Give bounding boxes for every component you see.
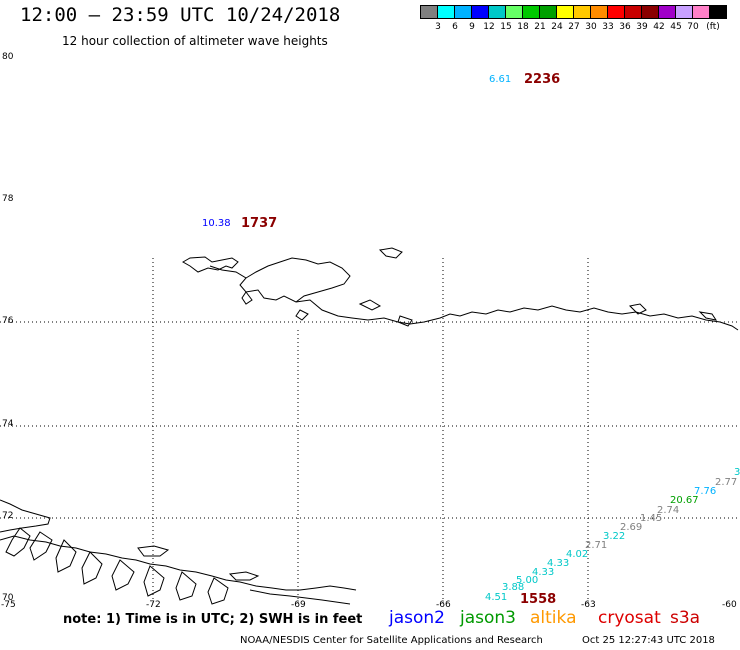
lat-label: 74 (2, 419, 14, 429)
lat-label: 80 (2, 52, 14, 62)
legend-swatch (420, 5, 438, 19)
swh-label: 4.51 (485, 592, 508, 603)
lon-label: -60 (722, 600, 737, 610)
legend-label: 39 (636, 22, 648, 32)
legend-label: 27 (568, 22, 580, 32)
legend-label: 12 (483, 22, 495, 32)
lat-label: 78 (2, 194, 14, 204)
legend-label: 42 (653, 22, 665, 32)
swh-label: 5.00 (516, 575, 539, 586)
map-annotation: 1558 (520, 592, 557, 607)
legend-swatch (471, 5, 489, 19)
legend-swatch (675, 5, 693, 19)
legend-swatch (590, 5, 608, 19)
legend-label: 33 (602, 22, 614, 32)
map-title: 12:00 — 23:59 UTC 10/24/2018 (20, 4, 341, 26)
swh-label: 1.45 (640, 513, 663, 524)
legend-label: 70 (687, 22, 699, 32)
legend-label: 18 (517, 22, 529, 32)
map-annotation: 10.38 (202, 218, 231, 229)
legend-swatch (658, 5, 676, 19)
legend-swatch (709, 5, 727, 19)
swh-label: 4.33 (547, 558, 570, 569)
legend-swatch (488, 5, 506, 19)
legend-label: (ft) (706, 22, 720, 32)
legend-label: 3 (435, 22, 441, 32)
swh-label: 3 (734, 467, 740, 478)
legend-swatch (607, 5, 625, 19)
satellite-name: s3a (670, 608, 701, 628)
map-subtitle: 12 hour collection of altimeter wave hei… (62, 34, 328, 48)
swh-label: 3.88 (502, 582, 525, 593)
swh-label: 20.67 (670, 495, 699, 506)
footer-timestamp: Oct 25 12:27:43 UTC 2018 (582, 635, 715, 646)
legend-swatch (641, 5, 659, 19)
legend-swatch (556, 5, 574, 19)
gridlines (0, 258, 740, 604)
coastline-greenland (181, 247, 739, 331)
satellite-name: jason3 (460, 608, 516, 628)
legend-swatch (624, 5, 642, 19)
lon-label: -75 (1, 600, 16, 610)
map-annotation: 1737 (241, 216, 278, 231)
swh-label: 2.69 (620, 522, 643, 533)
swh-label: 3.22 (603, 531, 626, 542)
legend-swatch (505, 5, 523, 19)
coastline-baffin (0, 499, 357, 605)
legend-swatch (454, 5, 472, 19)
map-annotation: 6.61 (489, 74, 512, 85)
legend-swatch (522, 5, 540, 19)
legend-label: 30 (585, 22, 597, 32)
legend-swatch (573, 5, 591, 19)
legend-label: 45 (670, 22, 682, 32)
satellite-name: cryosat (598, 608, 661, 628)
lon-label: -69 (291, 600, 306, 610)
legend-label: 36 (619, 22, 631, 32)
units-note: note: 1) Time is in UTC; 2) SWH is in fe… (63, 612, 363, 627)
lon-label: -63 (581, 600, 596, 610)
map-annotation: 2236 (524, 72, 561, 87)
satellite-name: altika (530, 608, 577, 628)
lat-label: 76 (2, 316, 14, 326)
legend-label: 6 (452, 22, 458, 32)
lon-label: -72 (146, 600, 161, 610)
swh-label: 2.74 (657, 505, 680, 516)
swh-label: 4.02 (566, 549, 589, 560)
legend-swatch (692, 5, 710, 19)
legend-label: 21 (534, 22, 546, 32)
swh-label: 2.77 (715, 477, 738, 488)
lat-label: 72 (2, 511, 14, 521)
legend-swatch (437, 5, 455, 19)
swh-label: 2.71 (585, 540, 608, 551)
legend-swatch (539, 5, 557, 19)
lon-label: -66 (436, 600, 451, 610)
legend-label: 24 (551, 22, 563, 32)
lat-label: 70 (2, 593, 14, 603)
footer-credit: NOAA/NESDIS Center for Satellite Applica… (240, 635, 543, 646)
legend-label: 9 (469, 22, 475, 32)
swh-label: 4.33 (532, 567, 555, 578)
legend-label: 15 (500, 22, 512, 32)
satellite-name: jason2 (389, 608, 445, 628)
swh-label: 7.76 (694, 486, 717, 497)
